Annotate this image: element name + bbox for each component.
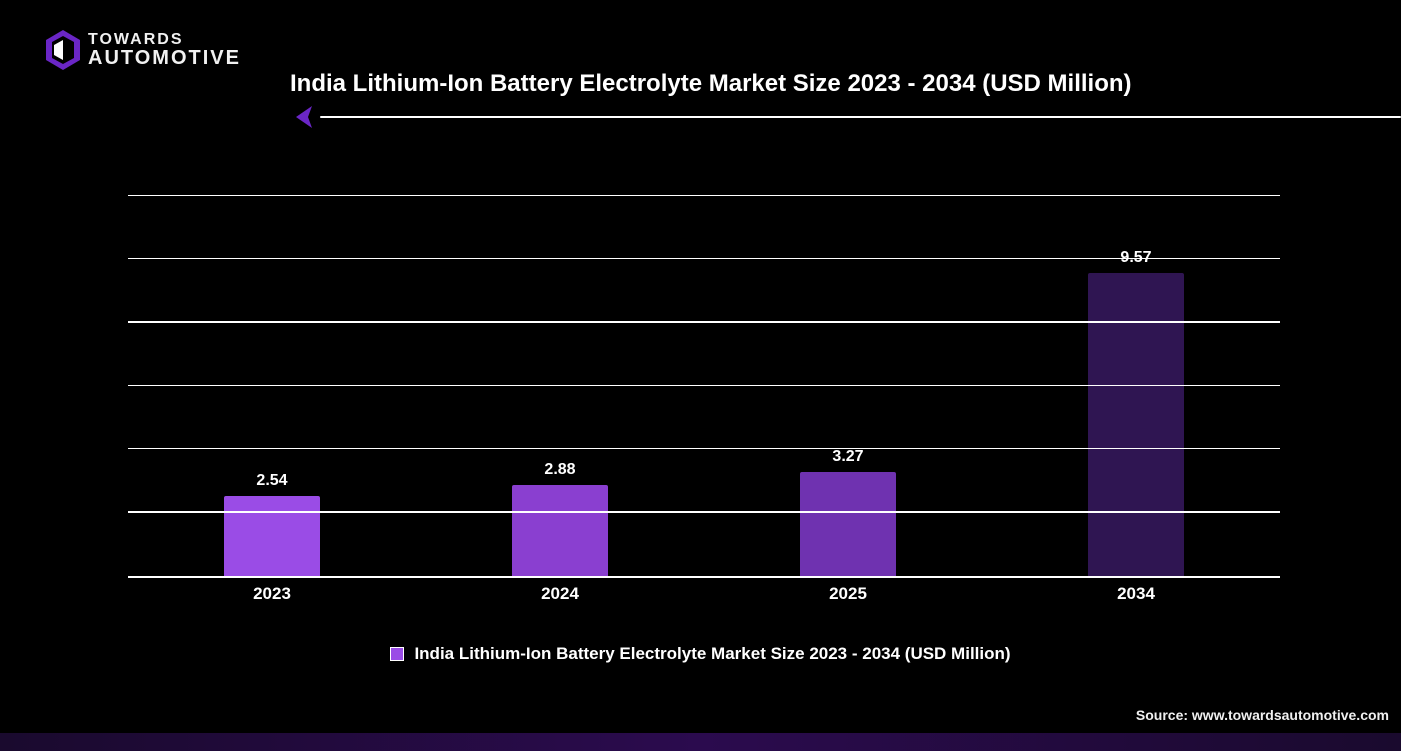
source-text: Source: www.towardsautomotive.com: [1136, 707, 1389, 723]
bar-value-label: 3.27: [704, 448, 992, 466]
chart-title: India Lithium-Ion Battery Electrolyte Ma…: [290, 70, 1401, 98]
bar: [512, 485, 608, 576]
bar-chart: 2.542.883.279.57 2023202420252034: [128, 168, 1280, 588]
logo-text: TOWARDS AUTOMOTIVE: [88, 32, 241, 68]
grid-line: [128, 195, 1280, 197]
bar-slot: 9.57: [992, 198, 1280, 576]
bar-value-label: 2.54: [128, 472, 416, 490]
grid-line: [128, 385, 1280, 387]
title-divider: [290, 104, 1401, 130]
grid-line: [128, 448, 1280, 450]
bar: [224, 496, 320, 576]
brand-logo: TOWARDS AUTOMOTIVE: [46, 30, 241, 70]
legend-swatch: [390, 647, 404, 661]
logo-mark-icon: [46, 30, 80, 70]
bar: [1088, 273, 1184, 576]
logo-line1: TOWARDS: [88, 32, 241, 48]
x-axis-label: 2023: [128, 584, 416, 604]
x-axis-label: 2024: [416, 584, 704, 604]
footer-bar: [0, 733, 1401, 751]
logo-line2: AUTOMOTIVE: [88, 48, 241, 68]
header: India Lithium-Ion Battery Electrolyte Ma…: [290, 70, 1401, 130]
bar-slot: 2.88: [416, 198, 704, 576]
bar: [800, 472, 896, 576]
plot-area: 2.542.883.279.57: [128, 198, 1280, 578]
grid-line: [128, 258, 1280, 260]
canvas: TOWARDS AUTOMOTIVE India Lithium-Ion Bat…: [0, 0, 1401, 751]
bars-container: 2.542.883.279.57: [128, 198, 1280, 576]
bar-slot: 3.27: [704, 198, 992, 576]
x-axis-labels: 2023202420252034: [128, 584, 1280, 604]
legend-label: India Lithium-Ion Battery Electrolyte Ma…: [414, 644, 1010, 664]
divider-line: [320, 116, 1401, 118]
bar-slot: 2.54: [128, 198, 416, 576]
grid-line: [128, 321, 1280, 323]
x-axis-label: 2025: [704, 584, 992, 604]
legend: India Lithium-Ion Battery Electrolyte Ma…: [0, 644, 1401, 664]
grid-line: [128, 511, 1280, 513]
bar-value-label: 2.88: [416, 461, 704, 479]
arrow-left-icon: [290, 104, 316, 130]
x-axis-label: 2034: [992, 584, 1280, 604]
